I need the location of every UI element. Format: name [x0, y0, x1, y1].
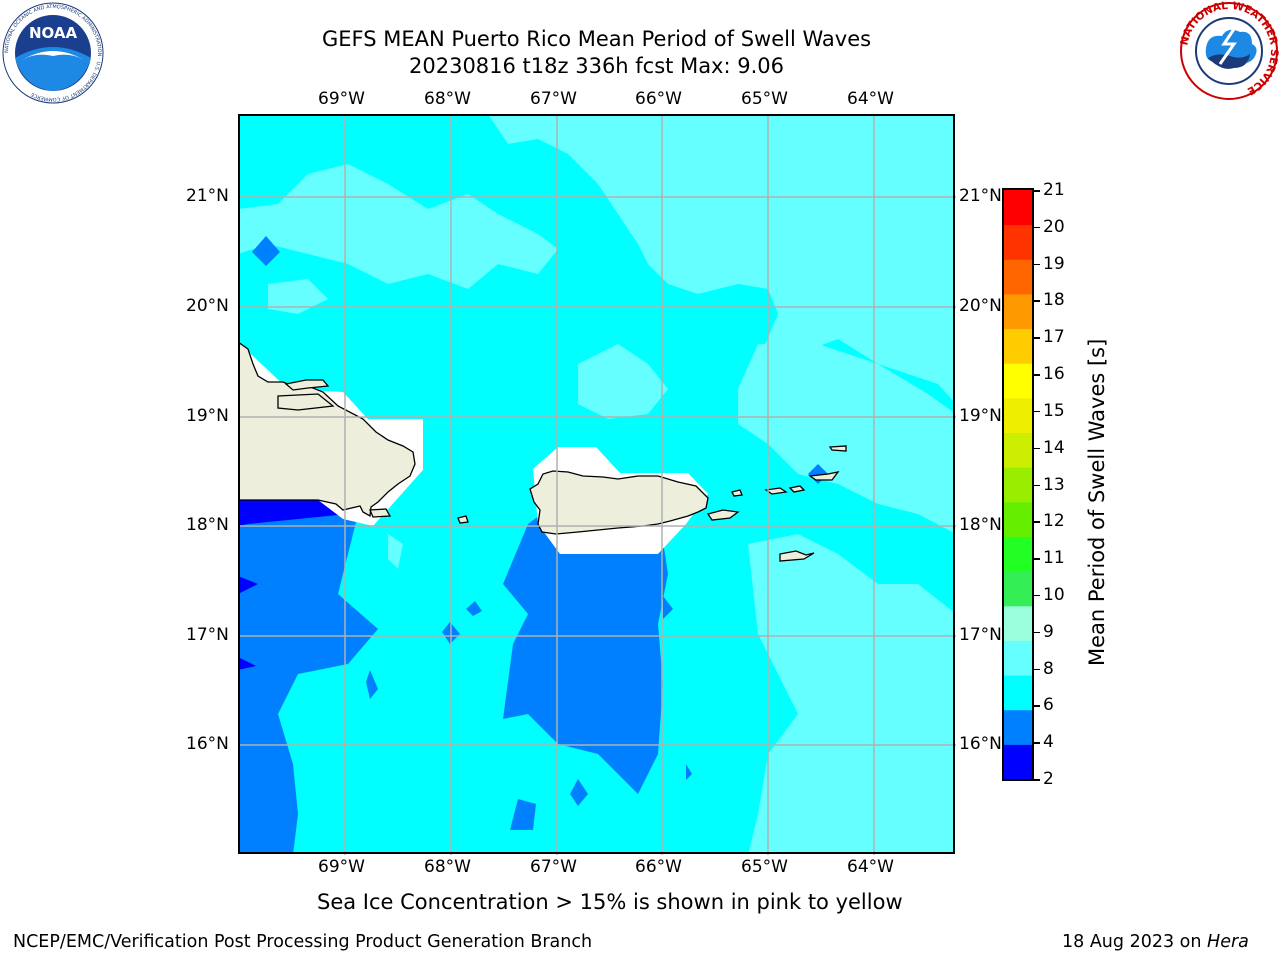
colorbar-tick-label: 9 [1043, 621, 1054, 642]
lon-label-top: 65°W [741, 89, 788, 109]
lat-label-left: 19°N [186, 406, 229, 426]
colorbar-tick [1034, 631, 1040, 634]
map-frame [238, 114, 955, 854]
colorbar-band [1003, 328, 1033, 364]
colorbar-band [1003, 571, 1033, 607]
footer-credit: NCEP/EMC/Verification Post Processing Pr… [13, 932, 593, 952]
colorbar-tick [1034, 447, 1040, 450]
lon-label-top: 64°W [847, 89, 894, 109]
colorbar-band [1003, 190, 1033, 226]
lat-label-right: 17°N [959, 625, 1002, 645]
lat-label-left: 17°N [186, 625, 229, 645]
colorbar-tick [1034, 226, 1040, 229]
colorbar-tick [1034, 742, 1040, 744]
colorbar-tick-label: 4 [1043, 732, 1054, 753]
footer-date-text: 18 Aug 2023 on [1062, 932, 1208, 952]
lat-label-right: 20°N [959, 296, 1002, 316]
colorbar-band [1003, 432, 1033, 468]
colorbar-band [1003, 467, 1033, 503]
lat-label-left: 16°N [186, 734, 229, 754]
colorbar-tick-label: 8 [1043, 658, 1054, 679]
colorbar-tick [1034, 594, 1040, 597]
lon-label-bottom: 66°W [635, 857, 682, 877]
lat-label-right: 18°N [959, 515, 1002, 535]
colorbar-band [1003, 605, 1033, 641]
colorbar-tick-label: 6 [1043, 695, 1054, 716]
colorbar-band [1003, 259, 1033, 295]
lat-label-right: 19°N [959, 406, 1002, 426]
colorbar-band [1003, 224, 1033, 260]
footer-date: 18 Aug 2023 on Hera [1062, 932, 1249, 952]
lon-label-bottom: 67°W [530, 857, 577, 877]
colorbar-title: Mean Period of Swell Waves [s] [1085, 338, 1109, 666]
colorbar-tick-label: 20 [1043, 216, 1065, 237]
sea-ice-caption: Sea Ice Concentration > 15% is shown in … [317, 890, 903, 914]
lon-label-bottom: 69°W [318, 857, 365, 877]
lon-label-top: 69°W [318, 89, 365, 109]
map-title: GEFS MEAN Puerto Rico Mean Period of Swe… [0, 26, 1193, 80]
lat-label-left: 20°N [186, 296, 229, 316]
colorbar-tick [1034, 300, 1040, 302]
colorbar-band [1003, 363, 1033, 399]
noaa-logo: NOAA NATIONAL OCEANIC AND ATMOSPHERIC AD… [2, 2, 104, 104]
colorbar-tick-label: 17 [1043, 327, 1065, 348]
title-line-2: 20230816 t18z 336h fcst Max: 9.06 [409, 54, 784, 78]
colorbar-tick [1034, 374, 1040, 376]
lon-label-top: 67°W [530, 89, 577, 109]
lon-label-top: 68°W [424, 89, 471, 109]
colorbar-band [1003, 744, 1033, 780]
swell-period-field [239, 115, 954, 853]
map-panel [238, 114, 956, 855]
lat-label-right: 16°N [959, 734, 1002, 754]
colorbar-tick [1034, 190, 1040, 192]
colorbar-tick-label: 13 [1043, 474, 1065, 495]
lat-label-left: 21°N [186, 186, 229, 206]
colorbar-band [1003, 501, 1033, 537]
colorbar-tick [1034, 558, 1040, 560]
colorbar-tick-label: 11 [1043, 548, 1065, 569]
colorbar-tick-label: 10 [1043, 584, 1065, 605]
lon-label-top: 66°W [635, 89, 682, 109]
lon-label-bottom: 68°W [424, 857, 471, 877]
colorbar-band [1003, 640, 1033, 676]
colorbar-tick-label: 14 [1043, 437, 1065, 458]
colorbar-tick [1034, 484, 1040, 486]
colorbar-tick [1034, 410, 1040, 413]
colorbar-tick-label: 18 [1043, 290, 1065, 311]
colorbar-tick-label: 19 [1043, 253, 1065, 274]
lat-label-left: 18°N [186, 515, 229, 535]
title-line-1: GEFS MEAN Puerto Rico Mean Period of Swe… [321, 27, 872, 51]
colorbar-band [1003, 293, 1033, 330]
colorbar-tick [1034, 779, 1040, 781]
colorbar-band [1003, 675, 1033, 711]
colorbar [1002, 188, 1034, 781]
colorbar-tick-label: 15 [1043, 400, 1065, 421]
colorbar-tick-label: 21 [1043, 180, 1065, 200]
lon-label-bottom: 65°W [741, 857, 788, 877]
colorbar-tick [1034, 263, 1040, 266]
nws-logo: NATIONAL WEATHER SERVICE [1178, 0, 1280, 102]
colorbar-tick [1034, 521, 1040, 523]
colorbar-tick-label: 2 [1043, 769, 1054, 789]
footer-host: Hera [1207, 932, 1249, 952]
colorbar-tick-label: 12 [1043, 511, 1065, 532]
lon-label-bottom: 64°W [847, 857, 894, 877]
colorbar-tick [1034, 705, 1040, 707]
colorbar-tick [1034, 668, 1040, 671]
colorbar-band [1003, 397, 1033, 434]
lat-label-right: 21°N [959, 186, 1002, 206]
colorbar-tick-label: 16 [1043, 364, 1065, 385]
colorbar-band [1003, 709, 1033, 745]
colorbar-band [1003, 536, 1033, 572]
colorbar-tick [1034, 337, 1040, 339]
noaa-logo-text: NOAA [29, 24, 78, 42]
graticule [238, 114, 956, 855]
